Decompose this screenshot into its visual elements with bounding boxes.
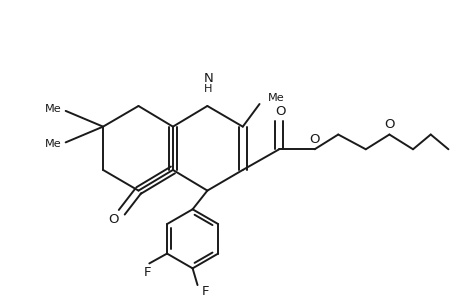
Text: F: F: [201, 285, 209, 298]
Text: O: O: [108, 213, 119, 226]
Text: O: O: [383, 118, 394, 131]
Text: Me: Me: [268, 93, 285, 103]
Text: O: O: [309, 133, 319, 146]
Text: N: N: [203, 72, 213, 85]
Text: O: O: [274, 105, 285, 119]
Text: Me: Me: [45, 140, 62, 149]
Text: F: F: [143, 266, 151, 279]
Text: Me: Me: [45, 104, 62, 114]
Text: H: H: [204, 84, 212, 94]
